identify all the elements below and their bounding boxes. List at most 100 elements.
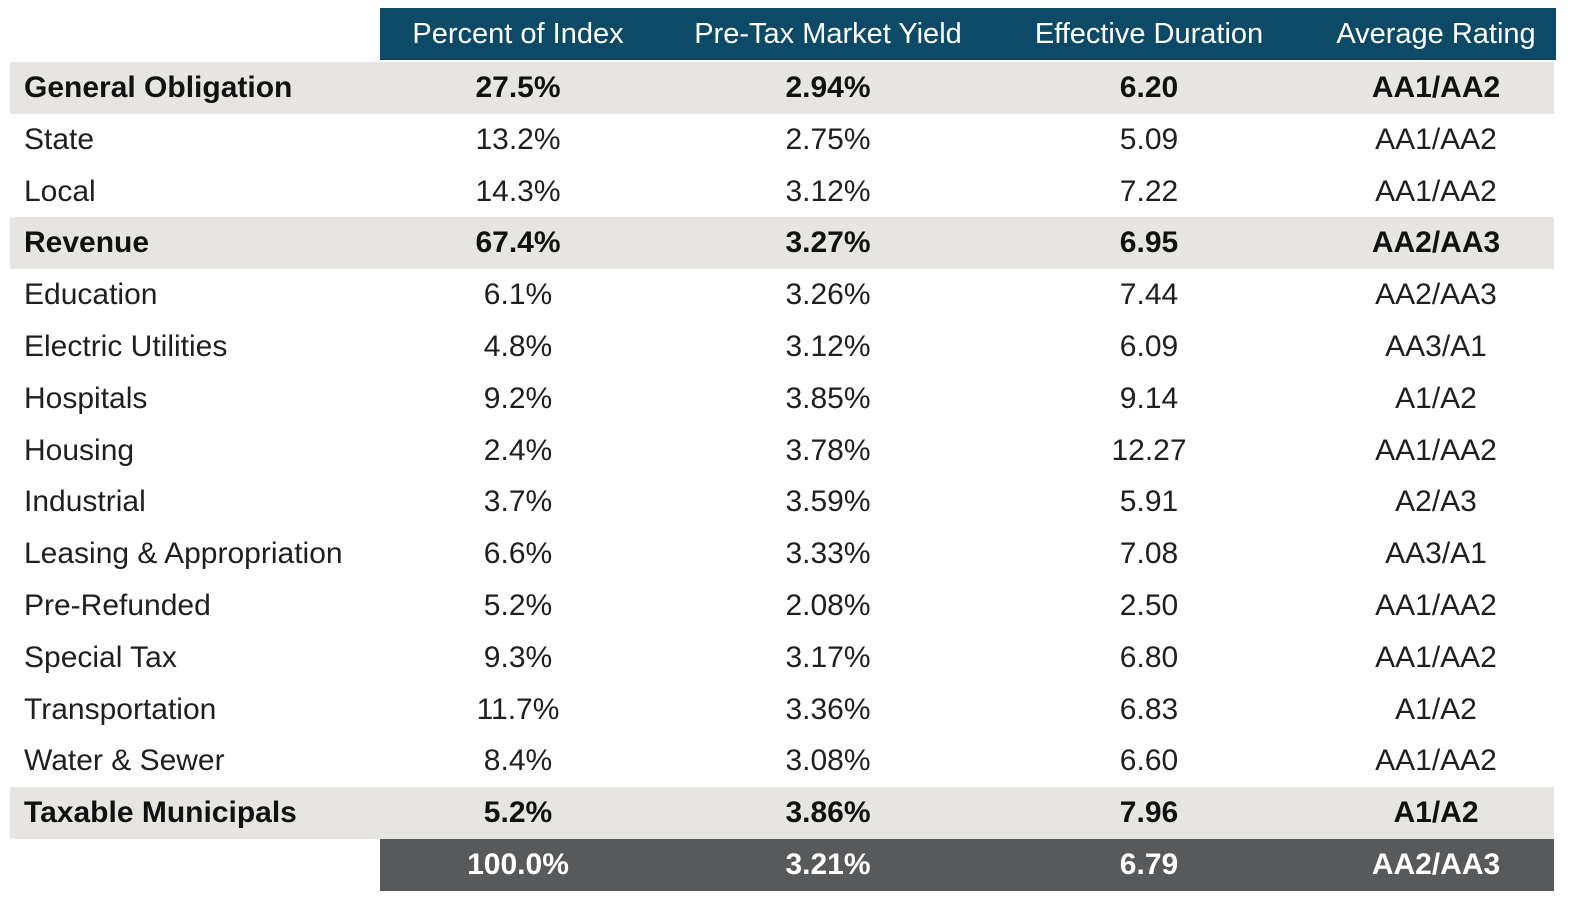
average-rating-cell: AA1/AA2 xyxy=(1375,640,1497,674)
percent-of-index-cell: 6.6% xyxy=(483,537,553,571)
pre-tax-market-yield-cell: 2.94% xyxy=(785,71,871,104)
average-rating-cell: AA1/AA2 xyxy=(1375,589,1497,622)
group-band xyxy=(10,217,1554,270)
pre-tax-market-yield-cell: 3.17% xyxy=(785,640,871,674)
percent-of-index-cell: 100.0% xyxy=(467,848,569,881)
header-band xyxy=(380,8,1556,60)
pre-tax-market-yield-cell: 3.59% xyxy=(785,485,871,519)
table-row: Electric Utilities 4.8% 3.12% 6.09 AA3/A1 xyxy=(10,321,1554,373)
effective-duration-cell: 6.60 xyxy=(1119,744,1179,778)
percent-of-index-cell: 2.4% xyxy=(483,433,553,467)
table-total-row: 100.0% 3.21% 6.79 AA2/AA3 xyxy=(10,839,1554,891)
group-band xyxy=(10,62,1554,114)
average-rating-cell: AA1/AA2 xyxy=(1371,71,1501,104)
table-group-row: General Obligation 27.5% 2.94% 6.20 AA1/AA2 xyxy=(10,62,1554,114)
row-label: Special Tax xyxy=(24,640,177,674)
percent-of-index-cell: 4.8% xyxy=(483,330,553,363)
table-row: State 13.2% 2.75% 5.09 AA1/AA2 xyxy=(10,114,1554,166)
percent-of-index-cell: 9.2% xyxy=(483,381,553,415)
pre-tax-market-yield-cell: 3.86% xyxy=(785,796,871,830)
column-header-pre-tax-market-yield: Pre-Tax Market Yield xyxy=(694,18,962,50)
row-label: Housing xyxy=(24,433,135,467)
average-rating-cell: A1/A2 xyxy=(1395,692,1477,726)
average-rating-cell: AA1/AA2 xyxy=(1375,744,1497,778)
percent-of-index-cell: 3.7% xyxy=(483,485,553,519)
average-rating-cell: AA3/A1 xyxy=(1385,537,1487,571)
row-label: Education xyxy=(24,278,158,312)
group-band xyxy=(10,787,1554,840)
table-row: Education 6.1% 3.26% 7.44 AA2/AA3 xyxy=(10,269,1554,321)
pre-tax-market-yield-cell: 3.26% xyxy=(785,278,871,312)
effective-duration-cell: 6.20 xyxy=(1119,71,1179,104)
row-label: State xyxy=(24,122,95,156)
pre-tax-market-yield-cell: 2.75% xyxy=(785,122,871,156)
row-label: Revenue xyxy=(24,226,150,260)
pre-tax-market-yield-cell: 3.08% xyxy=(785,744,871,778)
pre-tax-market-yield-cell: 3.85% xyxy=(785,381,871,415)
table-row: Pre-Refunded 5.2% 2.08% 2.50 AA1/AA2 xyxy=(10,580,1554,632)
effective-duration-cell: 2.50 xyxy=(1119,589,1179,622)
row-label: Taxable Municipals xyxy=(24,796,297,830)
pre-tax-market-yield-cell: 3.12% xyxy=(785,174,871,208)
pre-tax-market-yield-cell: 3.33% xyxy=(785,537,871,571)
table-group-row: Revenue 67.4% 3.27% 6.95 AA2/AA3 xyxy=(10,217,1554,270)
row-label: Hospitals xyxy=(24,381,148,415)
effective-duration-cell: 6.09 xyxy=(1119,330,1179,363)
table-row: Special Tax 9.3% 3.17% 6.80 AA1/AA2 xyxy=(10,632,1554,684)
pre-tax-market-yield-cell: 3.12% xyxy=(785,330,871,363)
pre-tax-market-yield-cell: 2.08% xyxy=(785,589,871,622)
row-label: Transportation xyxy=(24,692,217,726)
percent-of-index-cell: 8.4% xyxy=(483,744,553,778)
percent-of-index-cell: 13.2% xyxy=(475,122,561,156)
average-rating-cell: AA2/AA3 xyxy=(1371,226,1501,260)
effective-duration-cell: 6.83 xyxy=(1119,692,1179,726)
effective-duration-cell: 7.96 xyxy=(1119,796,1179,830)
effective-duration-cell: 6.79 xyxy=(1119,848,1179,881)
row-label: Pre-Refunded xyxy=(24,589,211,622)
effective-duration-cell: 12.27 xyxy=(1111,433,1187,467)
row-label: Electric Utilities xyxy=(24,330,228,363)
total-band xyxy=(380,839,1554,891)
percent-of-index-cell: 27.5% xyxy=(475,71,561,104)
pre-tax-market-yield-cell: 3.21% xyxy=(785,848,871,881)
effective-duration-cell: 7.44 xyxy=(1119,278,1179,312)
pre-tax-market-yield-cell: 3.27% xyxy=(785,226,871,260)
percent-of-index-cell: 5.2% xyxy=(483,589,553,622)
pre-tax-market-yield-cell: 3.36% xyxy=(785,692,871,726)
table-row: Housing 2.4% 3.78% 12.27 AA1/AA2 xyxy=(10,425,1554,477)
average-rating-cell: AA3/A1 xyxy=(1385,330,1487,363)
percent-of-index-cell: 11.7% xyxy=(476,692,560,726)
table-row: Leasing & Appropriation 6.6% 3.33% 7.08 AA3/… xyxy=(10,528,1554,580)
average-rating-cell: A1/A2 xyxy=(1395,381,1477,415)
column-header-percent-of-index: Percent of Index xyxy=(412,18,624,50)
row-label: General Obligation xyxy=(24,71,293,104)
percent-of-index-cell: 5.2% xyxy=(483,796,553,830)
average-rating-cell: A1/A2 xyxy=(1393,796,1479,830)
table-row: Transportation 11.7% 3.36% 6.83 A1/A2 xyxy=(10,684,1554,736)
average-rating-cell: A2/A3 xyxy=(1395,485,1477,519)
column-header-effective-duration: Effective Duration xyxy=(1034,18,1264,50)
table-row: Industrial 3.7% 3.59% 5.91 A2/A3 xyxy=(10,476,1554,528)
percent-of-index-cell: 9.3% xyxy=(483,640,553,674)
row-label: Water & Sewer xyxy=(24,744,225,778)
effective-duration-cell: 5.09 xyxy=(1119,122,1179,156)
average-rating-cell: AA2/AA3 xyxy=(1371,848,1501,881)
effective-duration-cell: 5.91 xyxy=(1119,485,1179,519)
average-rating-cell: AA1/AA2 xyxy=(1375,122,1497,156)
effective-duration-cell: 6.95 xyxy=(1119,226,1179,260)
row-label: Industrial xyxy=(24,485,146,519)
percent-of-index-cell: 67.4% xyxy=(475,226,561,260)
average-rating-cell: AA1/AA2 xyxy=(1375,174,1497,208)
average-rating-cell: AA1/AA2 xyxy=(1375,433,1497,467)
table-row: Hospitals 9.2% 3.85% 9.14 A1/A2 xyxy=(10,373,1554,425)
table-row: Water & Sewer 8.4% 3.08% 6.60 AA1/AA2 xyxy=(10,735,1554,787)
effective-duration-cell: 6.80 xyxy=(1119,640,1179,674)
table-group-row: Taxable Municipals 5.2% 3.86% 7.96 A1/A2 xyxy=(10,787,1554,840)
table-header-row: Percent of Index Pre-Tax Market Yield Ef… xyxy=(10,8,1556,60)
table-row: Local 14.3% 3.12% 7.22 AA1/AA2 xyxy=(10,166,1554,218)
effective-duration-cell: 9.14 xyxy=(1119,381,1179,415)
percent-of-index-cell: 14.3% xyxy=(475,174,561,208)
percent-of-index-cell: 6.1% xyxy=(483,278,553,312)
effective-duration-cell: 7.08 xyxy=(1119,537,1179,571)
